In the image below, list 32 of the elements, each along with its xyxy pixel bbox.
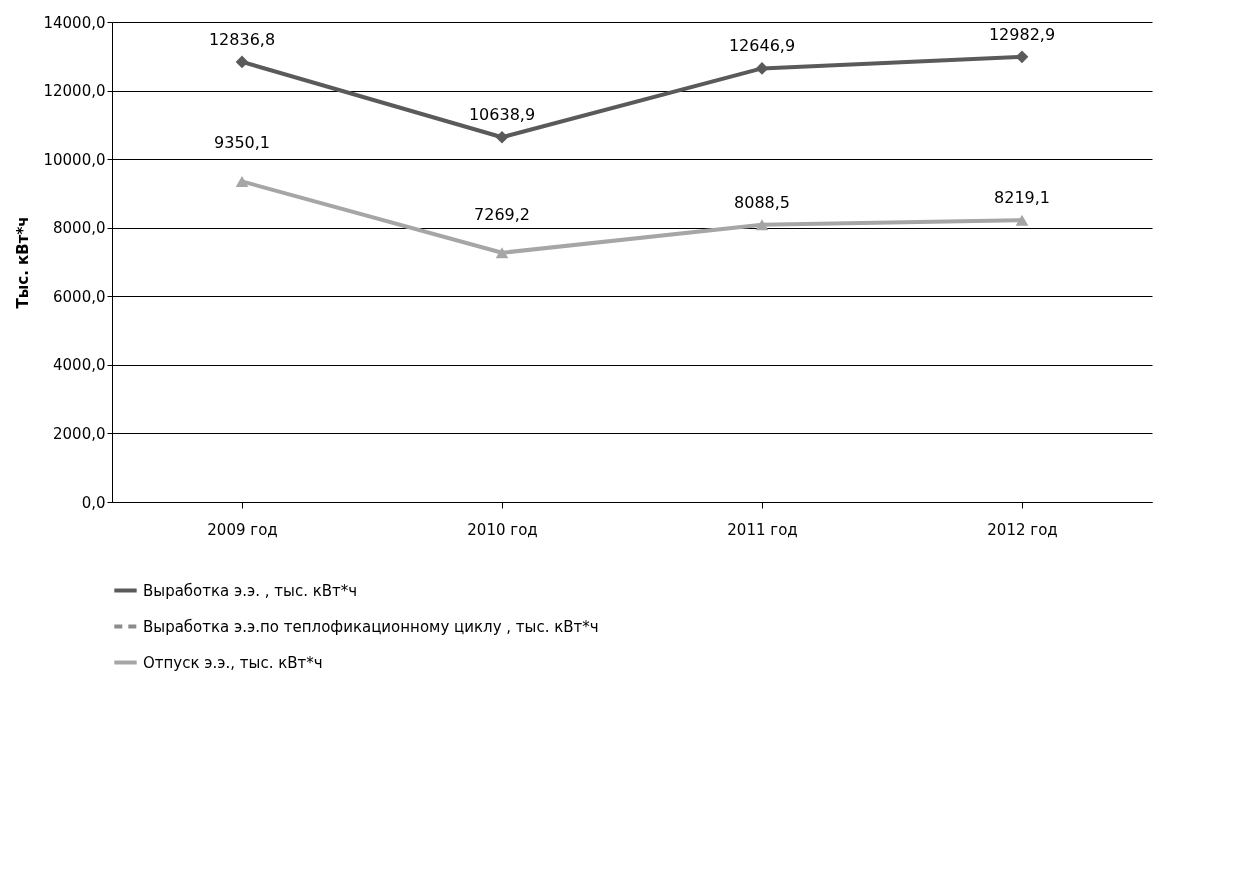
point [1015,50,1029,64]
data-label: 10638,9 [468,105,536,125]
data-label: 8219,1 [994,188,1050,208]
legend-label: Выработка э.э.по теплофикационному циклу , тыс. кВт*ч [143,617,599,636]
point [495,247,509,259]
y-tick-label: 12000,0 [43,82,106,101]
y-tick-label: 0,0 [81,493,106,512]
x-tick-label: 2012 год [987,520,1058,539]
data-label: 9350,1 [214,133,270,153]
data-label: 8088,5 [734,192,790,212]
data-label: 12836,8 [208,29,276,49]
legend-label: Отпуск э.э., тыс. кВт*ч [143,653,323,672]
y-tick-label: 14000,0 [43,13,106,32]
point [1015,214,1029,226]
point [755,62,769,75]
x-tick-label: 2011 год [727,520,798,539]
y-tick-label: 8000,0 [53,219,106,238]
x-tick-label: 2010 год [467,520,538,539]
y-tick-label: 4000,0 [53,356,106,375]
data-label: 7269,2 [474,204,530,224]
y-tick-label: 2000,0 [53,424,106,443]
y-axis-title: Тыс. кВт*ч [14,216,33,309]
x-tick-label: 2009 год [207,520,278,539]
y-tick-label: 6000,0 [53,287,106,306]
point [755,219,769,231]
legend-label: Выработка э.э. , тыс. кВт*ч [143,581,358,600]
data-label: 12646,9 [728,36,796,56]
point [235,175,249,187]
point [235,55,249,69]
data-label: 12982,9 [988,24,1056,44]
point [495,130,509,144]
y-tick-label: 10000,0 [43,150,106,169]
